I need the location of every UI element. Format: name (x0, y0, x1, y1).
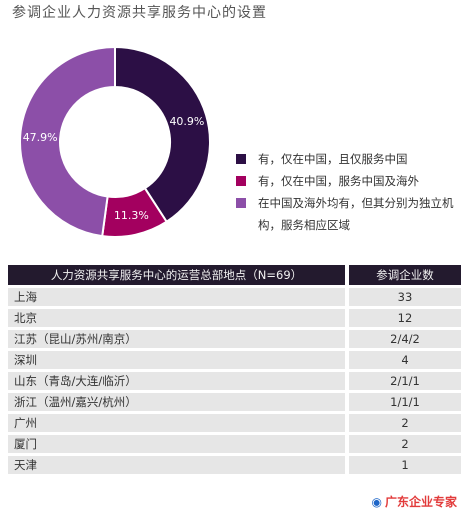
table-row: 厦门 2 (8, 435, 461, 453)
watermark-text: 广东企业专家 (384, 495, 457, 509)
legend-swatch (236, 198, 246, 208)
row-location: 上海 (8, 288, 345, 306)
legend-label: 有，仅在中国，服务中国及海外 (258, 174, 419, 188)
slice-china-and-overseas-separate (19, 45, 116, 238)
chart-legend: 有，仅在中国，且仅服务中国 有，仅在中国，服务中国及海外 在中国及海外均有，但其… (236, 148, 461, 236)
row-count: 12 (345, 309, 461, 327)
row-count: 1/1/1 (345, 393, 461, 411)
slice-value-label: 11.3% (114, 209, 149, 222)
table-row: 山东（青岛/大连/临沂） 2/1/1 (8, 372, 461, 390)
watermark: ◉ 广东企业专家 (367, 492, 461, 511)
slice-china-only (114, 45, 211, 224)
row-count: 2 (345, 414, 461, 432)
slice-value-label: 40.9% (169, 115, 204, 128)
legend-swatch (236, 154, 246, 164)
donut-chart: 40.9% 11.3% 47.9% (19, 45, 211, 238)
hq-location-table: 人力资源共享服务中心的运营总部地点（N=69） 参调企业数 上海 33 北京 1… (8, 262, 461, 477)
legend-label: 在中国及海外均有，但其分别为独立机构，服务相应区域 (258, 196, 454, 232)
row-location: 厦门 (8, 435, 345, 453)
table-row: 天津 1 (8, 456, 461, 474)
legend-label: 有，仅在中国，且仅服务中国 (258, 152, 408, 166)
legend-swatch (236, 176, 246, 186)
table-row: 江苏（昆山/苏州/南京） 2/4/2 (8, 330, 461, 348)
table-header-row: 人力资源共享服务中心的运营总部地点（N=69） 参调企业数 (8, 265, 461, 285)
row-location: 浙江（温州/嘉兴/杭州） (8, 393, 345, 411)
header-count: 参调企业数 (345, 265, 461, 285)
header-location: 人力资源共享服务中心的运营总部地点（N=69） (8, 265, 345, 285)
logo-icon: ◉ (371, 495, 382, 509)
row-location: 江苏（昆山/苏州/南京） (8, 330, 345, 348)
table-row: 上海 33 (8, 288, 461, 306)
slice-value-label: 47.9% (23, 131, 58, 144)
row-location: 天津 (8, 456, 345, 474)
table-row: 浙江（温州/嘉兴/杭州） 1/1/1 (8, 393, 461, 411)
row-location: 山东（青岛/大连/临沂） (8, 372, 345, 390)
row-location: 北京 (8, 309, 345, 327)
row-count: 2/4/2 (345, 330, 461, 348)
table-row: 深圳 4 (8, 351, 461, 369)
table-row: 广州 2 (8, 414, 461, 432)
page-title: 参调企业人力资源共享服务中心的设置 (12, 5, 267, 21)
legend-item-china-and-overseas-separate: 在中国及海外均有，但其分别为独立机构，服务相应区域 (236, 192, 461, 236)
row-location: 广州 (8, 414, 345, 432)
row-count: 2 (345, 435, 461, 453)
table-row: 北京 12 (8, 309, 461, 327)
row-count: 1 (345, 456, 461, 474)
row-count: 4 (345, 351, 461, 369)
row-location: 深圳 (8, 351, 345, 369)
row-count: 33 (345, 288, 461, 306)
legend-item-china-only: 有，仅在中国，且仅服务中国 (236, 148, 461, 170)
legend-item-china-and-overseas-service: 有，仅在中国，服务中国及海外 (236, 170, 461, 192)
row-count: 2/1/1 (345, 372, 461, 390)
